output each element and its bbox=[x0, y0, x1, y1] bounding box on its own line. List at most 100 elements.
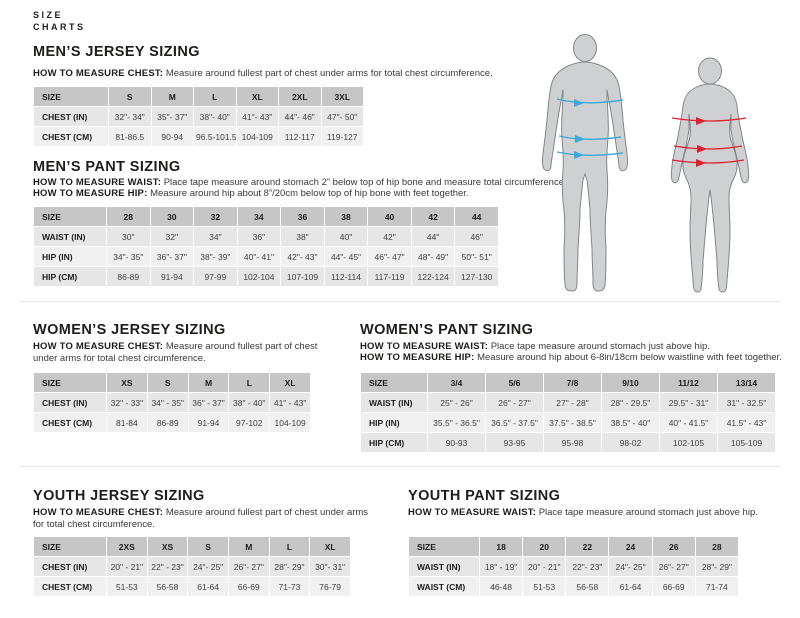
row-label: HIP (IN) bbox=[33, 246, 107, 267]
size-value: 34"- 35" bbox=[106, 246, 151, 267]
size-value: 26"- 27" bbox=[651, 556, 696, 577]
size-column-header: 24 bbox=[608, 536, 653, 557]
table-row: WAIST (IN) 18" - 19" 20" - 21" 22"- 23" 24"-… bbox=[408, 556, 740, 577]
size-value: 22" - 23" bbox=[146, 556, 189, 577]
size-value: 26"- 27" bbox=[227, 556, 270, 577]
womens-pant-howto-waist: HOW TO MEASURE WAIST: Place tape measure… bbox=[360, 341, 710, 353]
size-column-header: S bbox=[108, 86, 152, 107]
row-label: CHEST (CM) bbox=[33, 126, 109, 147]
womens-jersey-heading: WOMEN’S JERSEY SIZING bbox=[33, 322, 226, 338]
size-value: 61-64 bbox=[187, 576, 229, 597]
youth-pant-howto-waist: HOW TO MEASURE WAIST: Place tape measure… bbox=[408, 507, 758, 519]
size-value: 102-105 bbox=[659, 432, 718, 453]
size-value: 91-94 bbox=[149, 266, 195, 287]
row-label: HIP (IN) bbox=[360, 412, 428, 433]
size-value: 96.5-101.5 bbox=[193, 126, 237, 147]
size-value: 36" bbox=[236, 226, 282, 247]
size-value: 42"- 43" bbox=[280, 246, 325, 267]
size-value: 46"- 47" bbox=[367, 246, 412, 267]
section-divider bbox=[20, 301, 780, 302]
size-value: 50"- 51" bbox=[454, 246, 499, 267]
youth-jersey-heading: YOUTH JERSEY SIZING bbox=[33, 488, 205, 504]
size-label-header: SIZE bbox=[33, 86, 109, 107]
size-label-header: SIZE bbox=[360, 372, 428, 393]
howto-text: Place tape measure around stomach 2” bel… bbox=[163, 177, 567, 188]
table-row: CHEST (CM) 81-84 86-89 91-94 97-102 104-109 bbox=[33, 412, 311, 433]
male-chest-arrowhead bbox=[574, 99, 584, 107]
female-head bbox=[698, 57, 722, 85]
size-value: 112-114 bbox=[323, 266, 369, 287]
size-value: 31" - 32.5" bbox=[717, 392, 776, 413]
size-label-header: SIZE bbox=[33, 536, 107, 557]
size-label-header: SIZE bbox=[33, 372, 107, 393]
table-row: WAIST (IN) 25" - 26" 26" - 27" 27" - 28" 28"… bbox=[360, 392, 776, 413]
table-row: HIP (IN) 34"- 35" 36"- 37" 38"- 39" 40"- 41"… bbox=[33, 246, 499, 267]
size-value: 40" bbox=[323, 226, 369, 247]
size-column-header: XL bbox=[269, 372, 311, 393]
size-column-header: 2XL bbox=[278, 86, 322, 107]
size-value: 34" - 35" bbox=[146, 392, 189, 413]
size-value: 38"- 40" bbox=[193, 106, 237, 127]
size-column-header: 22 bbox=[565, 536, 610, 557]
size-value: 46-48 bbox=[478, 576, 524, 597]
size-value: 30"- 31" bbox=[309, 556, 351, 577]
size-value: 51-53 bbox=[106, 576, 148, 597]
youth-pant-table: SIZE 18 20 22 24 26 28 WAIST (IN) 18" - 19" 20" -… bbox=[408, 536, 740, 597]
size-column-header: 20 bbox=[522, 536, 567, 557]
size-column-header: L bbox=[228, 372, 271, 393]
size-label-header: SIZE bbox=[33, 206, 107, 227]
row-label: CHEST (IN) bbox=[33, 106, 109, 127]
size-value: 97-99 bbox=[193, 266, 238, 287]
size-column-header: L bbox=[268, 536, 311, 557]
size-value: 20" - 21" bbox=[106, 556, 148, 577]
size-value: 112-117 bbox=[278, 126, 322, 147]
size-column-header: S bbox=[187, 536, 229, 557]
howto-text: Measure around fullest part of chest und… bbox=[33, 341, 318, 364]
row-label: WAIST (IN) bbox=[360, 392, 428, 413]
size-value: 81-86.5 bbox=[108, 126, 152, 147]
size-value: 41.5" - 43" bbox=[717, 412, 776, 433]
row-label: CHEST (CM) bbox=[33, 412, 107, 433]
size-column-header: 44 bbox=[454, 206, 499, 227]
table-row: WAIST (CM) 46-48 51-53 56-58 61-64 66-69 71-74 bbox=[408, 576, 740, 597]
size-column-header: 13/14 bbox=[717, 372, 776, 393]
size-value: 119-127 bbox=[320, 126, 364, 147]
size-value: 35.5" - 36.5" bbox=[427, 412, 486, 433]
size-value: 104-109 bbox=[235, 126, 279, 147]
size-value: 90-93 bbox=[427, 432, 486, 453]
howto-label: HOW TO MEASURE WAIST: bbox=[33, 177, 162, 188]
size-value: 44"- 45" bbox=[323, 246, 369, 267]
table-header-row: SIZE 2XS XS S M L XL bbox=[33, 536, 351, 557]
size-value: 56-58 bbox=[565, 576, 610, 597]
table-row: CHEST (IN) 32"- 34" 35"- 37" 38"- 40" 41"- 4… bbox=[33, 106, 364, 127]
size-value: 38.5" - 40" bbox=[601, 412, 660, 433]
size-value: 93-95 bbox=[485, 432, 544, 453]
male-measure-arrows bbox=[556, 98, 624, 159]
size-column-header: 32 bbox=[193, 206, 238, 227]
size-value: 24"- 25" bbox=[187, 556, 229, 577]
size-value: 127-130 bbox=[454, 266, 499, 287]
size-value: 97-102 bbox=[228, 412, 271, 433]
measurement-figures bbox=[541, 34, 750, 293]
size-value: 32"- 34" bbox=[108, 106, 152, 127]
size-column-header: 9/10 bbox=[601, 372, 660, 393]
size-value: 28"- 29" bbox=[694, 556, 740, 577]
howto-text: Place tape measure around stomach just a… bbox=[538, 507, 758, 518]
female-hip-arrowhead bbox=[696, 159, 706, 167]
size-value: 90-94 bbox=[150, 126, 194, 147]
page-title: SIZE CHARTS bbox=[33, 10, 86, 32]
size-value: 76-79 bbox=[309, 576, 351, 597]
howto-text: Measure around hip about 8”/20cm below t… bbox=[150, 188, 469, 199]
size-value: 46" bbox=[454, 226, 499, 247]
womens-pant-howto-hip: HOW TO MEASURE HIP: Measure around hip a… bbox=[360, 352, 782, 364]
female-waist-arrow bbox=[673, 145, 743, 150]
size-value: 34" bbox=[193, 226, 238, 247]
size-value: 71-73 bbox=[268, 576, 311, 597]
size-column-header: 40 bbox=[367, 206, 412, 227]
mens-pant-table: SIZE 28 30 32 34 36 38 40 42 44 WAIST (IN) 30" 32" 34… bbox=[33, 206, 499, 287]
female-chest-arrowhead bbox=[696, 117, 706, 125]
size-value: 27" - 28" bbox=[543, 392, 602, 413]
male-body bbox=[541, 61, 629, 292]
size-value: 56-58 bbox=[146, 576, 189, 597]
size-value: 24"- 25" bbox=[608, 556, 653, 577]
